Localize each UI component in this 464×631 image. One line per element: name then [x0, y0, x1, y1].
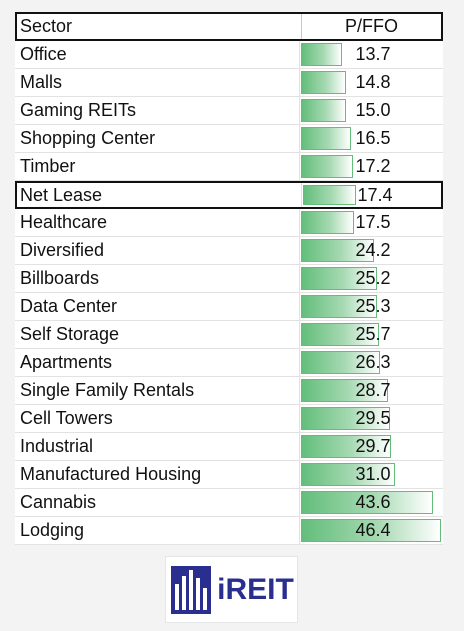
- pffo-value: 25.2: [355, 268, 391, 288]
- data-bar: [301, 491, 433, 514]
- building-bars-icon: [171, 565, 212, 614]
- pffo-cell: 25.7: [300, 321, 443, 348]
- sector-cell: Cell Towers: [15, 405, 300, 432]
- pffo-cell: 28.7: [300, 377, 443, 404]
- data-bar: [301, 407, 390, 430]
- table-row: Office 13.7: [15, 41, 443, 69]
- table-row: Lodging 46.4: [15, 517, 443, 545]
- table-body: Office 13.7 Malls 14.8 Gaming REITs 15.0 Shopp…: [15, 41, 443, 545]
- ireit-logo: iREIT: [165, 556, 298, 623]
- pffo-cell: 29.7: [300, 433, 443, 460]
- pffo-cell: 16.5: [300, 125, 443, 152]
- pffo-cell: 25.2: [300, 265, 443, 292]
- sector-cell: Lodging: [15, 517, 300, 544]
- table-row: Industrial 29.7: [15, 433, 443, 461]
- pffo-cell: 31.0: [300, 461, 443, 488]
- data-bar: [301, 99, 346, 122]
- sector-cell: Single Family Rentals: [15, 377, 300, 404]
- data-bar: [301, 519, 441, 542]
- pffo-value: 46.4: [355, 520, 391, 540]
- pffo-cell: 15.0: [300, 97, 443, 124]
- pffo-value: 17.2: [355, 156, 391, 176]
- data-bar: [303, 185, 356, 205]
- header-sector: Sector: [17, 14, 302, 39]
- pffo-value: 29.7: [355, 436, 391, 456]
- pffo-value: 43.6: [355, 492, 391, 512]
- pffo-value: 14.8: [355, 72, 391, 92]
- table-row: Self Storage 25.7: [15, 321, 443, 349]
- table-row: Billboards 25.2: [15, 265, 443, 293]
- pffo-cell: 13.7: [300, 41, 443, 68]
- sector-cell: Industrial: [15, 433, 300, 460]
- table-row: Healthcare 17.5: [15, 209, 443, 237]
- data-bar: [301, 463, 395, 486]
- table-row: Timber 17.2: [15, 153, 443, 181]
- sector-cell: Office: [15, 41, 300, 68]
- pffo-value: 17.4: [357, 185, 393, 205]
- table-row: Cannabis 43.6: [15, 489, 443, 517]
- table-row: Apartments 26.3: [15, 349, 443, 377]
- table-row: Diversified 24.2: [15, 237, 443, 265]
- pffo-value: 16.5: [355, 128, 391, 148]
- data-bar: [301, 239, 374, 262]
- logo-text: iREIT: [217, 572, 294, 606]
- data-bar: [301, 267, 377, 290]
- pffo-cell: 17.4: [302, 183, 441, 207]
- pffo-table: Sector P/FFO Office 13.7 Malls 14.8 Gaming R…: [15, 12, 443, 545]
- pffo-value: 26.3: [355, 352, 391, 372]
- data-bar: [301, 435, 391, 458]
- sector-cell: Manufactured Housing: [15, 461, 300, 488]
- pffo-value: 15.0: [355, 100, 391, 120]
- sector-cell: Timber: [15, 153, 300, 180]
- table-row: Malls 14.8: [15, 69, 443, 97]
- pffo-cell: 24.2: [300, 237, 443, 264]
- sector-cell: Data Center: [15, 293, 300, 320]
- header-metric: P/FFO: [345, 16, 398, 36]
- pffo-value: 29.5: [355, 408, 391, 428]
- data-bar: [301, 127, 351, 150]
- data-bar: [301, 323, 379, 346]
- sector-cell: Shopping Center: [15, 125, 300, 152]
- table-header: Sector P/FFO: [15, 12, 443, 41]
- sector-cell: Apartments: [15, 349, 300, 376]
- data-bar: [301, 155, 353, 178]
- pffo-value: 13.7: [355, 44, 391, 64]
- sector-cell: Self Storage: [15, 321, 300, 348]
- sector-cell: Net Lease: [17, 183, 302, 207]
- data-bar: [301, 43, 342, 66]
- pffo-cell: 43.6: [300, 489, 443, 516]
- table-row: Gaming REITs 15.0: [15, 97, 443, 125]
- sector-cell: Billboards: [15, 265, 300, 292]
- data-bar: [301, 211, 354, 234]
- data-bar: [301, 71, 346, 94]
- pffo-cell: 25.3: [300, 293, 443, 320]
- table-row: Single Family Rentals 28.7: [15, 377, 443, 405]
- data-bar: [301, 351, 380, 374]
- table-row: Manufactured Housing 31.0: [15, 461, 443, 489]
- table-row: Cell Towers 29.5: [15, 405, 443, 433]
- sector-cell: Diversified: [15, 237, 300, 264]
- table-row: Net Lease 17.4: [15, 181, 443, 209]
- table-row: Data Center 25.3: [15, 293, 443, 321]
- sector-cell: Cannabis: [15, 489, 300, 516]
- sector-cell: Healthcare: [15, 209, 300, 236]
- pffo-value: 17.5: [355, 212, 391, 232]
- pffo-cell: 26.3: [300, 349, 443, 376]
- pffo-value: 28.7: [355, 380, 391, 400]
- pffo-value: 25.3: [355, 296, 391, 316]
- data-bar: [301, 379, 388, 402]
- pffo-value: 25.7: [355, 324, 391, 344]
- data-bar: [301, 295, 377, 318]
- pffo-cell: 46.4: [300, 517, 443, 544]
- pffo-cell: 17.5: [300, 209, 443, 236]
- sector-cell: Malls: [15, 69, 300, 96]
- pffo-value: 24.2: [355, 240, 391, 260]
- pffo-value: 31.0: [355, 464, 391, 484]
- pffo-cell: 29.5: [300, 405, 443, 432]
- table-row: Shopping Center 16.5: [15, 125, 443, 153]
- pffo-cell: 14.8: [300, 69, 443, 96]
- pffo-cell: 17.2: [300, 153, 443, 180]
- sector-cell: Gaming REITs: [15, 97, 300, 124]
